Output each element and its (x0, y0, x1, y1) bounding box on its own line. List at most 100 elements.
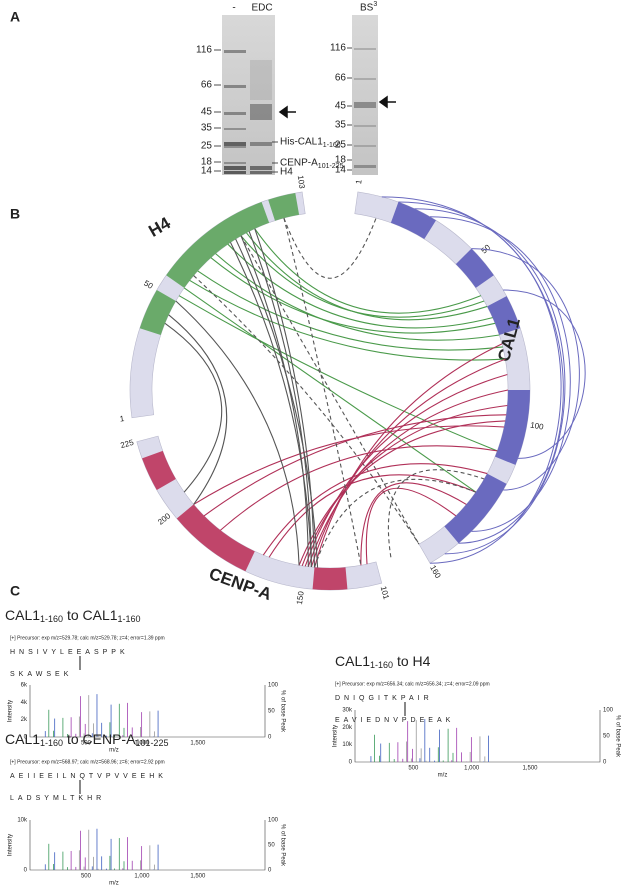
x-axis-label: m/z (109, 881, 119, 886)
title-part: CAL1 (5, 607, 40, 623)
y-tick-label: 2k (21, 717, 28, 723)
marker-label: 45 (335, 101, 347, 112)
crosslink (254, 228, 482, 314)
self-crosslink (503, 289, 586, 459)
y-tick-label: 10k (17, 818, 28, 824)
residue-label: 1 (119, 414, 125, 424)
y-tick-label: 0 (24, 868, 28, 874)
residue-label: 103 (296, 175, 307, 190)
peptide-sequence: LADSYMLTKHR (10, 795, 105, 802)
gel (222, 15, 275, 175)
x-axis-label: m/z (109, 748, 119, 754)
y2-axis-label: % of base Peak (279, 690, 285, 733)
crosslink (307, 389, 509, 567)
domain-block (166, 202, 270, 288)
marker-label: 66 (335, 73, 347, 84)
band-label: H4 (280, 167, 293, 178)
y2-tick-label: 0 (603, 760, 607, 766)
gel-band (354, 48, 376, 50)
x-tick-label: 500 (408, 766, 419, 772)
crosslink (189, 279, 506, 361)
crosslink (254, 228, 316, 568)
crosslink (175, 300, 300, 566)
lane-superscript: 3 (373, 1, 377, 8)
marker-label: 14 (201, 166, 213, 177)
marker-label: 14 (335, 165, 347, 176)
marker-label: 35 (335, 120, 347, 131)
residue-label: 200 (156, 511, 172, 527)
gel-band (224, 142, 246, 146)
gel-band (250, 60, 272, 100)
gel-band (354, 78, 376, 80)
domain-block (495, 390, 530, 465)
gel-band (224, 162, 246, 164)
precursor: [+] Precursor: exp m/z=656.34; calc m/z=… (335, 681, 490, 687)
panel-label: A (10, 9, 20, 25)
title-part: to CENP-A (63, 731, 136, 747)
domain-block (455, 248, 494, 288)
crosslink (304, 373, 508, 567)
y-tick-label: 6k (21, 683, 28, 689)
domain-block (312, 567, 348, 590)
x-tick-label: 1,500 (522, 766, 538, 772)
title-subscript: 1-160 (118, 614, 141, 624)
marker-label: 25 (201, 141, 213, 152)
title-part: CAL1 (5, 731, 40, 747)
crosslink (313, 478, 477, 568)
axes (29, 820, 266, 871)
gel-band (250, 166, 272, 170)
y2-tick-label: 50 (268, 709, 275, 715)
title-subscript: 1-160 (40, 738, 63, 748)
y-tick-label: 0 (24, 735, 28, 741)
self-crosslink (381, 196, 564, 544)
self-crosslink (471, 248, 580, 491)
crosslink (246, 232, 488, 321)
y-tick-label: 30k (342, 708, 353, 714)
domain-block (142, 450, 176, 490)
marker-label: 116 (330, 43, 346, 54)
gel-band (224, 171, 246, 174)
y2-axis-label: % of base Peak (279, 824, 285, 867)
marker-label: 45 (201, 107, 213, 118)
gel-band (250, 104, 272, 120)
title-subscript: 101-225 (135, 738, 168, 748)
crosslink (365, 487, 457, 565)
axes (354, 710, 601, 763)
y-axis-label: Intensity (333, 725, 339, 747)
crosslink (301, 404, 508, 567)
arrow (278, 105, 296, 119)
crosslink (262, 463, 488, 556)
y2-axis-label: % of base Peak (614, 715, 620, 758)
panel-label: C (10, 583, 20, 599)
marker-label: 35 (201, 123, 213, 134)
crosslink (235, 238, 319, 568)
arrow (378, 95, 396, 109)
residue-label: 50 (142, 279, 155, 292)
x-tick-label: 1,500 (190, 874, 206, 880)
ring-segment (354, 191, 531, 564)
residue-label: 150 (295, 590, 306, 605)
crosslink (210, 257, 496, 334)
crosslink (240, 235, 309, 567)
title-part: CAL1 (335, 653, 370, 669)
marker-label: 66 (201, 80, 213, 91)
x-tick-label: 1,000 (464, 766, 480, 772)
crosslink (193, 275, 420, 545)
y2-tick-label: 50 (603, 734, 610, 740)
y-tick-label: 0 (349, 760, 353, 766)
gel-band (224, 112, 246, 115)
title-subscript: 1-160 (40, 614, 63, 624)
crosslink (283, 217, 377, 279)
y2-tick-label: 0 (268, 868, 272, 874)
gel-band (224, 50, 246, 53)
domain-block (444, 473, 507, 544)
residue-label: 100 (530, 420, 545, 431)
crosslink (193, 425, 505, 505)
marker-label: 18 (201, 157, 213, 168)
gel-band (250, 171, 272, 174)
crosslink (283, 217, 362, 566)
crosslink (168, 314, 228, 505)
x-tick-label: 1,500 (190, 741, 206, 747)
band-subscript: 101-225 (318, 163, 344, 170)
lane-label: BS3 (360, 1, 377, 14)
